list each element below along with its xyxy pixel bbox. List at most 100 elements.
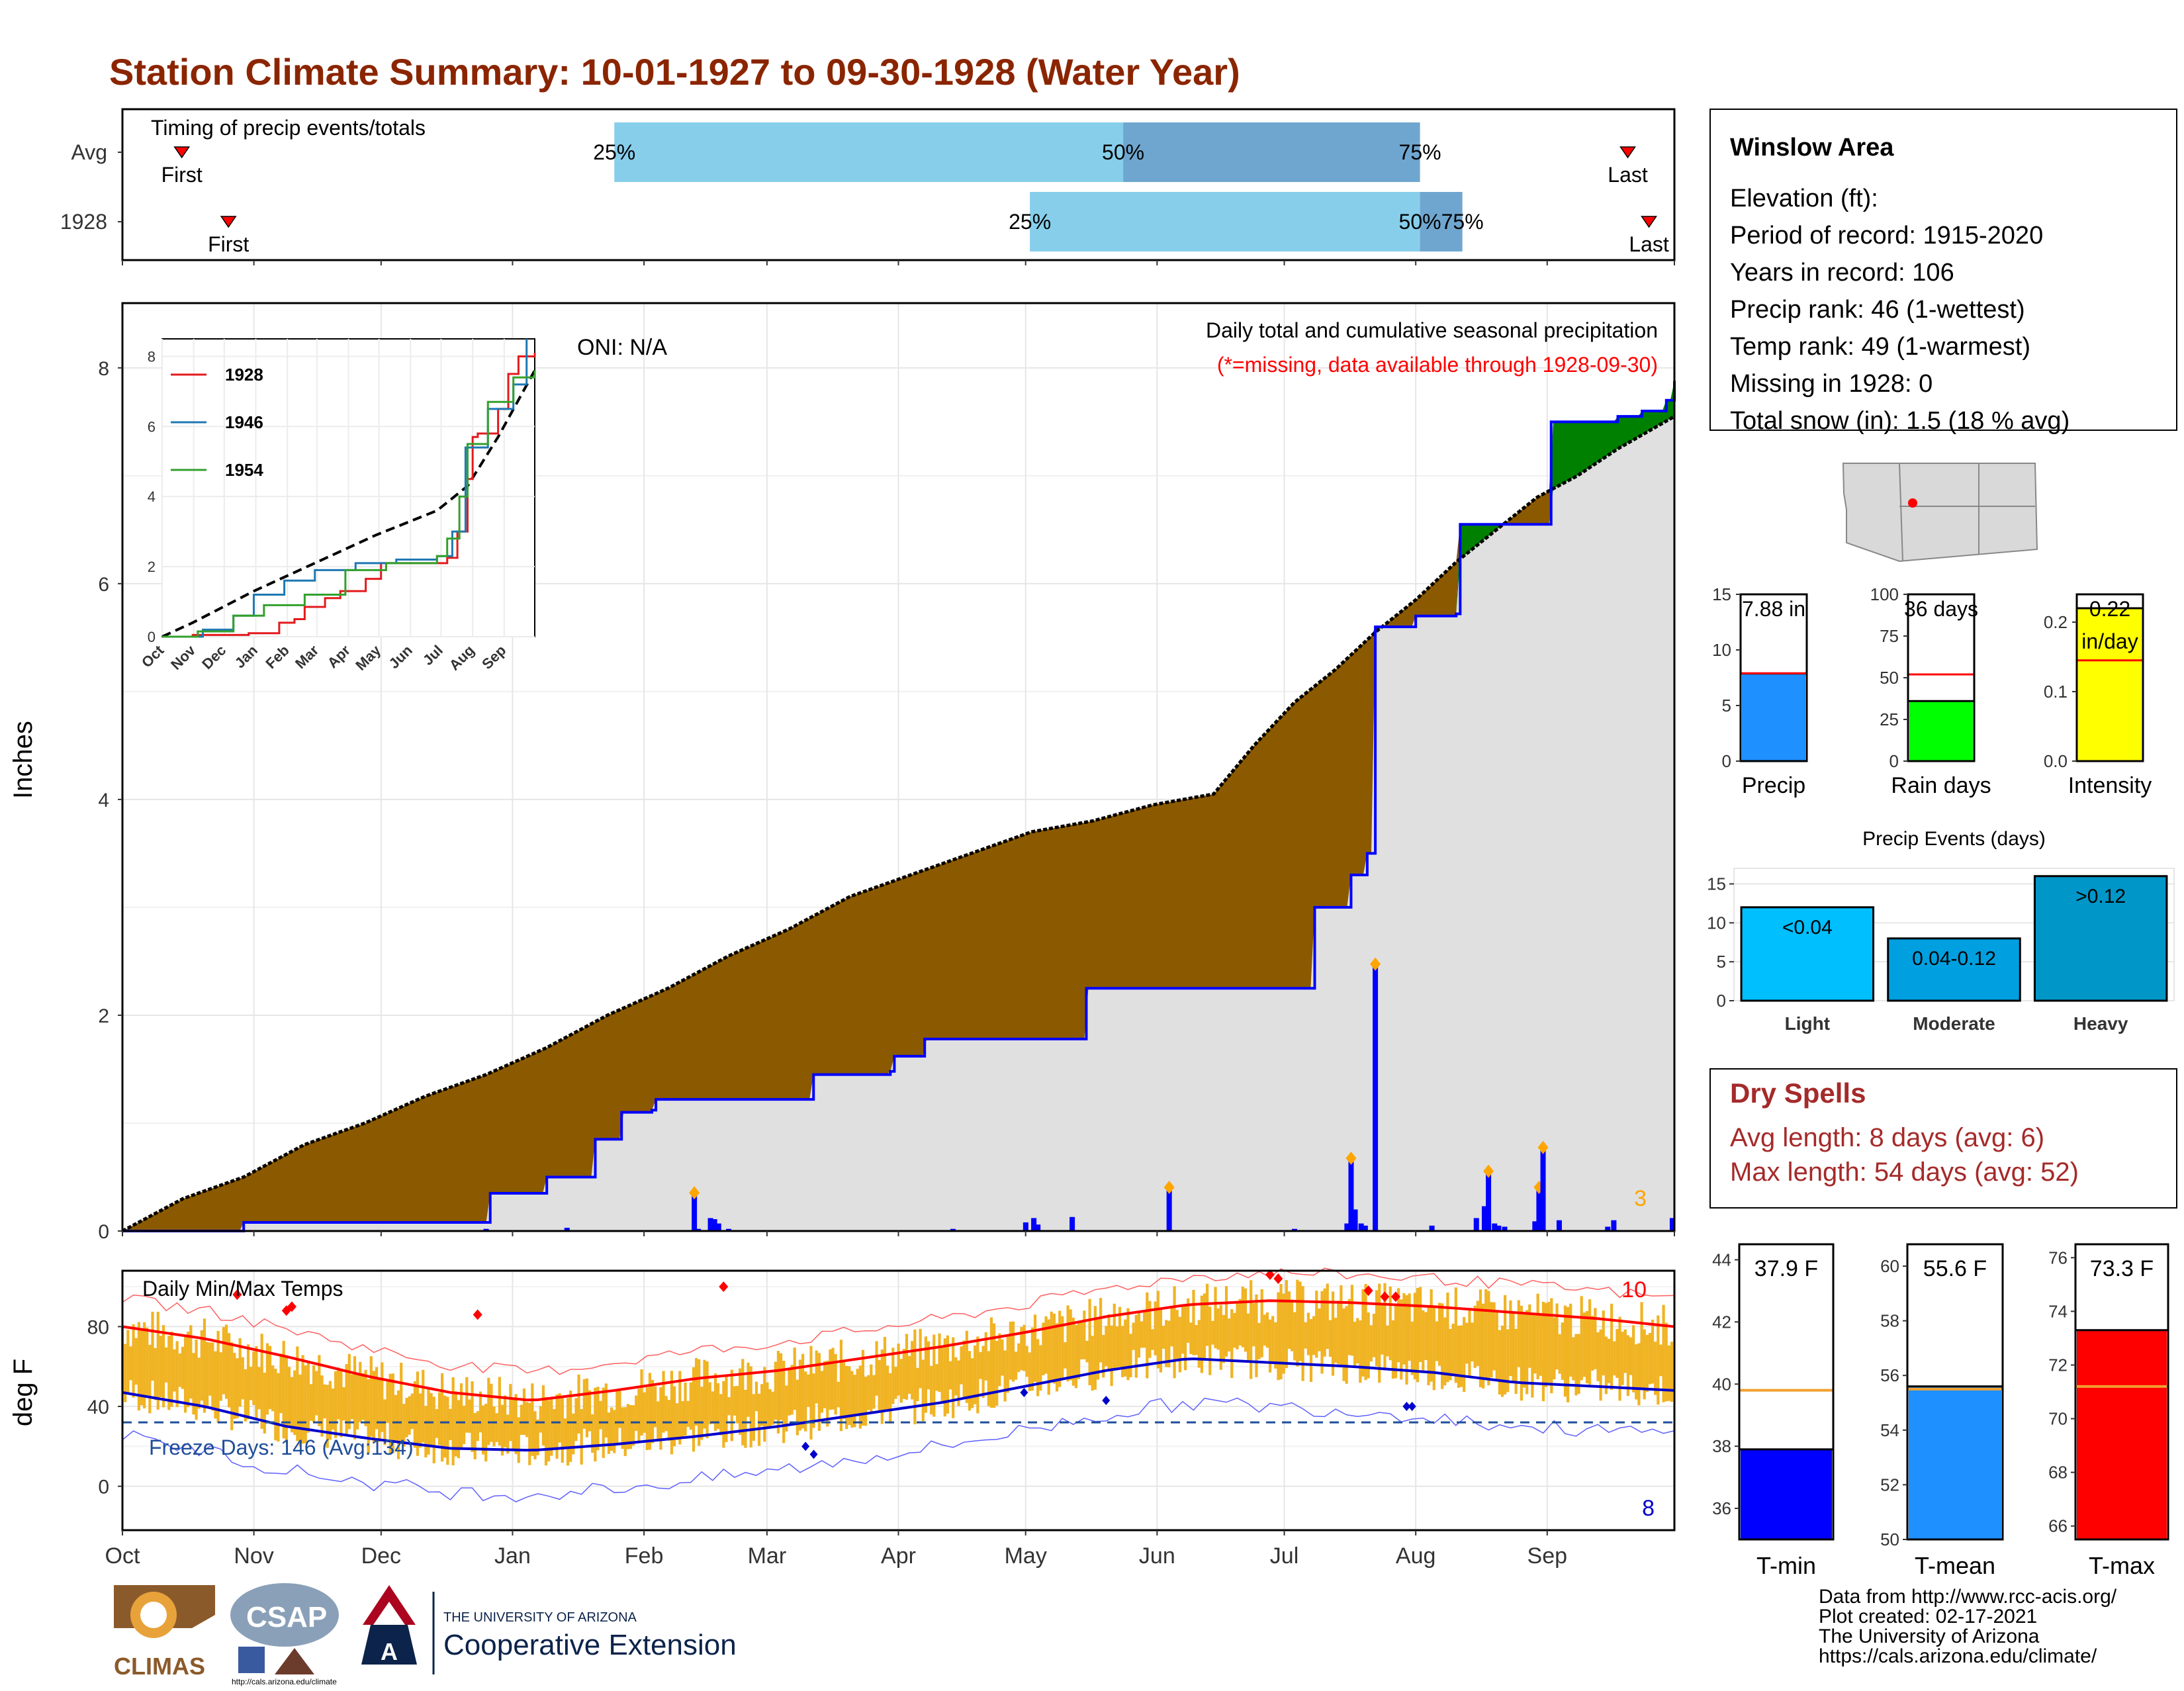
daily-temp-bar (580, 1409, 583, 1465)
daily-temp-bar (1670, 1342, 1674, 1402)
daily-precip-bar (692, 1195, 698, 1231)
inset-month-tick: Oct (138, 641, 167, 670)
daily-temp-bar (861, 1349, 865, 1426)
dry-spells-box: Dry Spells Avg length: 8 days (avg: 6) M… (1709, 1068, 2177, 1209)
month-tick-label: Jan (494, 1543, 531, 1569)
daily-temp-bar (574, 1398, 578, 1441)
events-title: Precip Events (days) (1862, 828, 2046, 850)
daily-temp-bar (1039, 1345, 1042, 1391)
intensity-y-tick: 0.1 (2044, 682, 2068, 702)
daily-temp-bar (733, 1386, 736, 1416)
cumulative-average-line (121, 415, 1676, 1233)
daily-temp-bar (1224, 1286, 1228, 1357)
daily-temp-bar (252, 1351, 255, 1405)
daily-temp-bar (555, 1394, 559, 1459)
daily-temp-bar (815, 1350, 818, 1404)
daily-temp-bar (422, 1369, 425, 1443)
daily-temp-bar (1487, 1291, 1490, 1386)
daily-record-marker (689, 1186, 700, 1200)
daily-temp-bar (793, 1348, 796, 1410)
daily-temp-bar (610, 1407, 614, 1451)
t-bar-axis-label: T-max (2089, 1552, 2155, 1579)
daily-temp-bar (998, 1333, 1001, 1387)
daily-temp-bar (1178, 1316, 1181, 1373)
daily-temp-bar (771, 1391, 774, 1425)
t-bar-y-tick: 36 (1712, 1498, 1731, 1518)
daily-temp-bar (1003, 1350, 1007, 1402)
daily-temp-bar (853, 1375, 856, 1428)
daily-temp-bar (359, 1361, 362, 1422)
dry-avg-length: Avg length: 8 days (avg: 6) (1730, 1123, 2044, 1152)
daily-temp-bar (979, 1351, 982, 1379)
daily-temp-bar (298, 1374, 302, 1447)
daily-temp-bar (1189, 1322, 1193, 1354)
daily-temp-bar (1228, 1318, 1231, 1352)
inset-month-tick: Nov (167, 641, 199, 673)
daily-temp-bar (528, 1402, 531, 1465)
daily-temp-bar (1044, 1316, 1048, 1374)
daily-temp-bar (965, 1330, 968, 1403)
raindays-axis-label: Rain days (1891, 773, 1991, 798)
daily-temp-bar (274, 1369, 277, 1441)
daily-precip-bar (1362, 1225, 1368, 1231)
record-high-marker (1265, 1269, 1275, 1281)
daily-temp-bar (400, 1362, 403, 1442)
daily-temp-bar (1320, 1291, 1324, 1374)
daily-temp-bar (187, 1332, 190, 1408)
daily-precip-bar (1486, 1173, 1492, 1231)
precip-subtitle: Daily total and cumulative seasonal prec… (1206, 318, 1658, 342)
daily-temp-bar (1599, 1329, 1602, 1401)
daily-temp-bar (183, 1337, 187, 1413)
daily-temp-bar (140, 1329, 144, 1406)
daily-temp-bar (1183, 1304, 1187, 1371)
daily-temp-bar (146, 1327, 149, 1397)
daily-temp-bar (228, 1333, 231, 1408)
daily-temp-bar (309, 1384, 313, 1421)
daily-temp-bar (287, 1367, 291, 1428)
daily-temp-bar (717, 1383, 720, 1430)
daily-temp-bar (1208, 1306, 1212, 1375)
daily-temp-bar (1539, 1315, 1542, 1376)
daily-temp-bar (364, 1369, 367, 1426)
freeze-days-label: Freeze Days: 146 (Avg:134) (149, 1436, 414, 1459)
daily-temp-bar (410, 1393, 414, 1430)
daily-temp-bar (1476, 1301, 1479, 1366)
t-bar-y-tick: 70 (2048, 1409, 2068, 1429)
daily-temp-bar (632, 1405, 635, 1446)
daily-temp-bar (801, 1353, 805, 1429)
daily-temp-bar (1187, 1298, 1190, 1343)
daily-temp-bar (1651, 1319, 1655, 1384)
daily-temp-bar (353, 1356, 357, 1440)
daily-temp-bar (648, 1373, 652, 1450)
inset-month-tick: Feb (262, 642, 292, 672)
daily-temp-bar (134, 1338, 138, 1385)
daily-temp-bar (713, 1373, 717, 1431)
daily-temp-bar (1378, 1283, 1381, 1383)
cumulative-1928-line (122, 381, 1676, 1232)
daily-temp-bar (323, 1384, 326, 1418)
avg-max-temp-line (122, 1299, 1675, 1402)
daily-temp-bar (1525, 1310, 1529, 1394)
daily-temp-bar (594, 1387, 597, 1462)
daily-temp-bar (408, 1396, 411, 1435)
daily-temp-bar (1211, 1320, 1214, 1345)
daily-temp-bar (435, 1409, 438, 1438)
daily-temp-bar (1443, 1317, 1447, 1386)
daily-precip-bar (1291, 1228, 1297, 1231)
daily-temp-bar (487, 1377, 490, 1445)
daily-record-marker (1163, 1181, 1175, 1195)
daily-temp-bar (1635, 1344, 1638, 1400)
daily-precip-bar (1611, 1220, 1617, 1231)
daily-temp-bar (1383, 1283, 1387, 1371)
inset-month-tick: May (352, 641, 384, 673)
daily-temp-bar (681, 1401, 684, 1438)
daily-temp-bar (858, 1365, 862, 1429)
events-y-tick: 10 (1707, 913, 1726, 933)
daily-temp-bar (692, 1367, 696, 1452)
daily-temp-bar (391, 1373, 394, 1453)
daily-temp-bar (1203, 1293, 1206, 1360)
t-bar-y-tick: 50 (1880, 1530, 1899, 1549)
daily-temp-bar (1520, 1305, 1524, 1401)
timing-bar-25-50 (614, 122, 1124, 182)
daily-temp-bar (446, 1396, 449, 1465)
